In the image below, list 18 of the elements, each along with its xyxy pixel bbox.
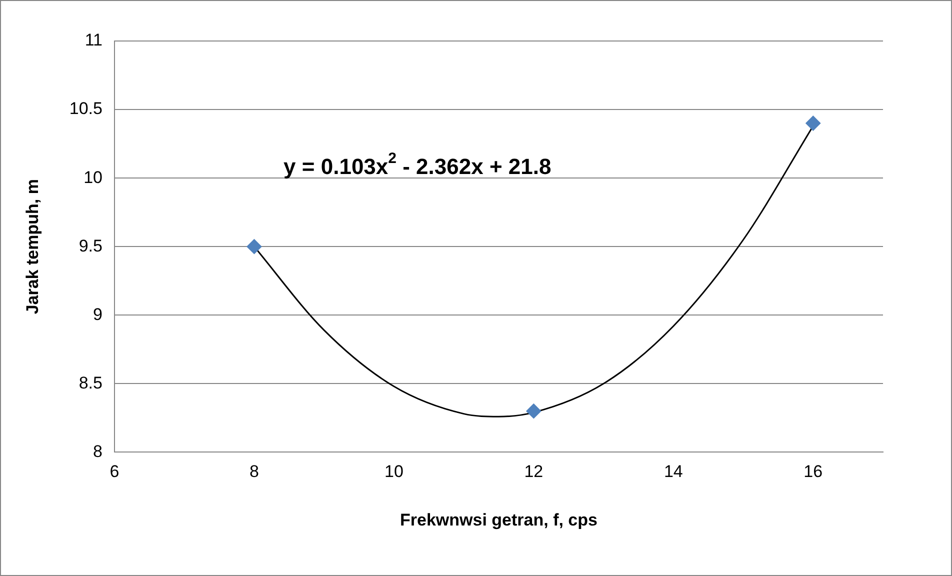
y-tick-label: 8.5 [78,373,102,392]
x-tick-label: 10 [384,462,404,482]
x-tick-label: 8 [249,462,259,482]
x-tick-label: 16 [804,462,823,482]
point [246,239,262,254]
y-tick-label: 9 [93,304,102,324]
x-tick-label: 14 [664,462,683,482]
y-tick-label: 8 [93,442,102,461]
y-tick-label: 10 [84,168,102,187]
x-tick-label: 12 [524,462,544,482]
point [806,116,821,131]
y-axis-title: Jarak tempuh, m [22,179,42,314]
point [526,404,542,419]
y-tick-label: 11 [84,30,102,50]
x-axis-title: Frekwnwsi getran, f, cps [400,510,598,530]
x-tick-label: 6 [110,462,120,482]
y-tick-label: 10.5 [69,99,102,118]
y-tick-label: 9.5 [78,236,102,256]
